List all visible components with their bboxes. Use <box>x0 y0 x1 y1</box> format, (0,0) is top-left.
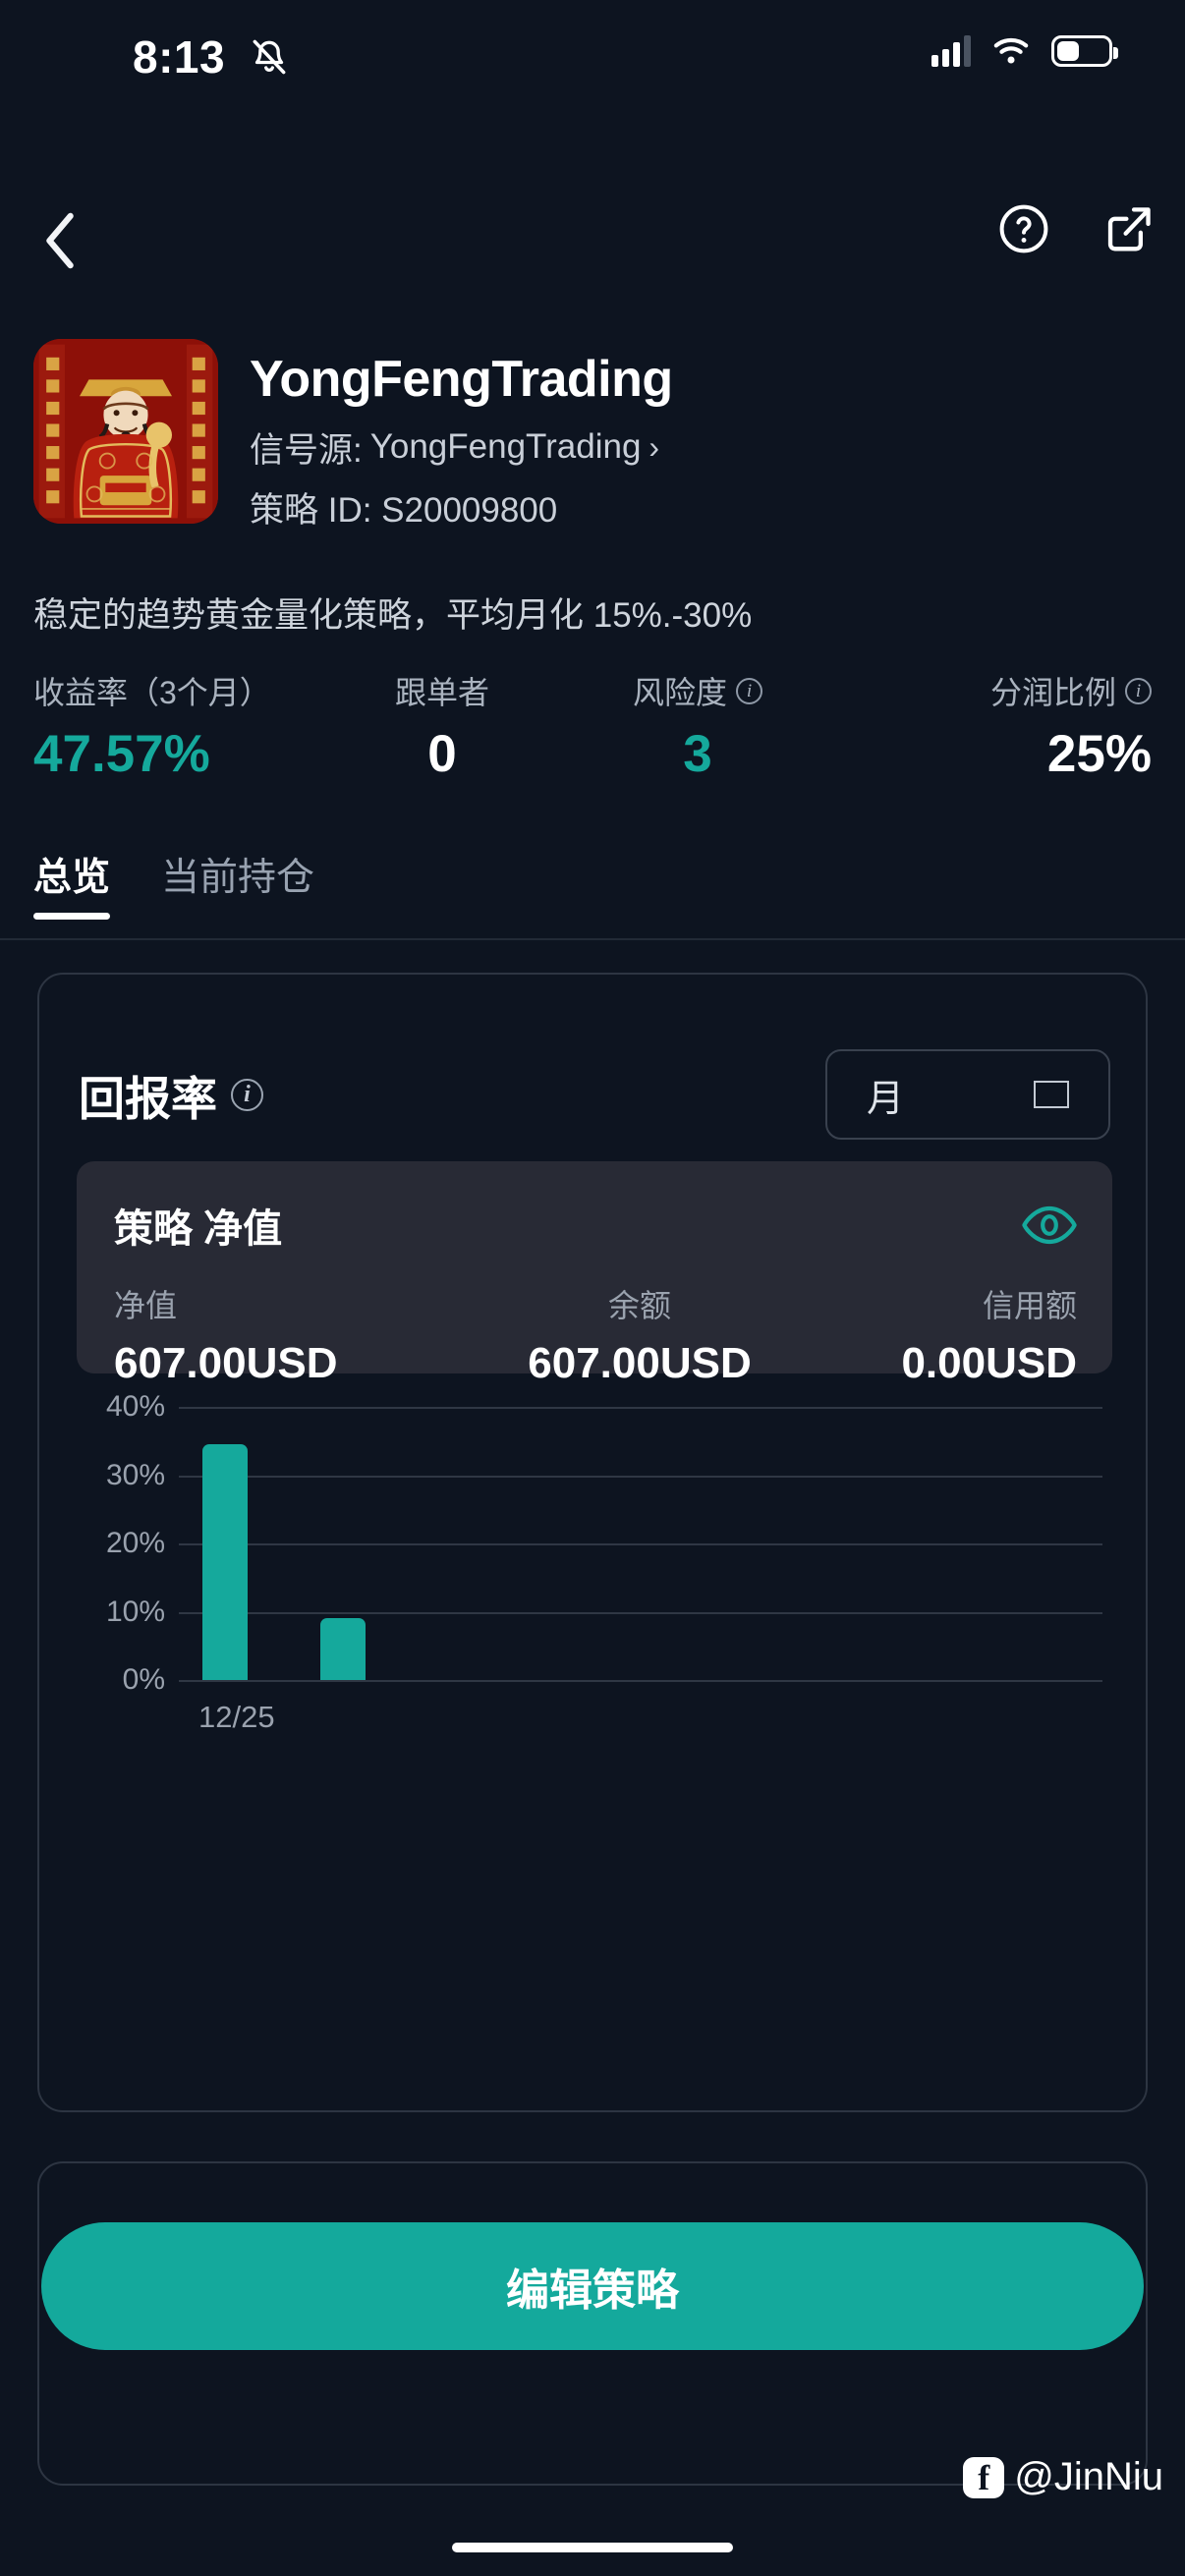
chart-y-tick-label: 0% <box>122 1663 165 1696</box>
chart-y-axis: 40% 30% 20% 10% 0% <box>77 1390 165 1696</box>
chevron-right-icon: › <box>649 428 660 465</box>
status-bar-indicators <box>931 35 1118 67</box>
chevron-left-icon <box>46 212 74 269</box>
stat-risk-level: 风险度 i 3 <box>560 668 835 806</box>
status-bar-time: 8:13 <box>133 31 226 83</box>
profile-info: YongFengTrading 信号源: YongFengTrading › 策… <box>250 339 673 532</box>
chart-bar[interactable] <box>202 1444 248 1680</box>
tab-bar: 总览 当前持仓 <box>33 847 314 920</box>
chart-bar[interactable] <box>320 1618 366 1680</box>
chart-y-tick-label: 30% <box>105 1458 165 1491</box>
stat-followers: 跟单者 0 <box>324 668 560 806</box>
chart-gridline <box>179 1475 1102 1478</box>
watermark: f @JinNiu <box>963 2455 1163 2499</box>
tab-current-positions[interactable]: 当前持仓 <box>161 857 315 899</box>
stat-profit-share: 分润比例 i 25% <box>835 668 1185 806</box>
chart-y-tick-label: 40% <box>105 1390 165 1423</box>
column-value: 607.00USD <box>114 1339 338 1387</box>
help-circle-icon[interactable] <box>996 201 1051 256</box>
chart-gridline <box>179 1543 1102 1545</box>
net-value-header: 策略 净值 <box>114 1197 1077 1254</box>
profile-header: YongFengTrading 信号源: YongFengTrading › 策… <box>33 339 673 532</box>
battery-icon <box>1051 35 1118 67</box>
tab-divider <box>0 938 1185 940</box>
net-value-title: 策略 净值 <box>114 1207 283 1251</box>
stat-value: 25% <box>1046 725 1152 783</box>
tofu-box-icon <box>1034 1081 1069 1108</box>
return-rate-bar-chart: 40% 30% 20% 10% 0% 12/25 <box>77 1390 1112 1734</box>
stat-label-text: 风险度 <box>632 675 727 710</box>
net-value-column-balance: 余额 607.00USD <box>468 1281 812 1388</box>
stat-value: 47.57% <box>33 725 210 783</box>
net-value-columns: 净值 607.00USD 余额 607.00USD 信用额 0.00USD <box>114 1281 1077 1388</box>
net-value-panel: 策略 净值 净值 607.00USD 余额 607.00USD 信用额 0.00… <box>77 1161 1112 1387</box>
net-value-column-equity: 净值 607.00USD <box>114 1281 468 1388</box>
chart-y-tick-label: 10% <box>105 1595 165 1628</box>
info-circle-icon[interactable]: i <box>736 677 762 704</box>
edit-strategy-button[interactable]: 编辑策略 <box>41 2222 1144 2350</box>
stat-value: 0 <box>427 725 457 783</box>
column-label: 余额 <box>607 1288 671 1323</box>
strategy-description: 稳定的趋势黄金量化策略，平均月化 15%.-30% <box>33 596 753 635</box>
home-indicator <box>452 2543 733 2552</box>
tab-overview[interactable]: 总览 <box>33 847 111 920</box>
chart-gridline <box>179 1611 1102 1614</box>
stats-row: 收益率（3个月） 47.57% 跟单者 0 风险度 i 3 分润比例 i 25% <box>0 668 1185 806</box>
column-label: 信用额 <box>982 1288 1077 1323</box>
stat-label: 收益率（3个月） <box>33 675 271 710</box>
return-card-title-text: 回报率 <box>79 1072 217 1125</box>
watermark-handle: @JinNiu <box>1014 2455 1163 2498</box>
facebook-icon: f <box>963 2456 1005 2498</box>
chart-x-tick-label: 12/25 <box>198 1700 275 1734</box>
wifi-icon <box>993 37 1029 64</box>
return-card-title: 回报率 i <box>79 1061 263 1129</box>
status-bar: 8:13 <box>0 0 1185 128</box>
chart-gridline <box>179 1680 1102 1682</box>
return-card-header: 回报率 i 月 <box>79 1049 1110 1140</box>
period-selector-value: 月 <box>867 1078 905 1120</box>
strategy-id: 策略 ID: S20009800 <box>250 490 558 530</box>
bell-muted-icon <box>253 39 286 75</box>
period-selector[interactable]: 月 <box>825 1049 1110 1140</box>
net-value-column-credit: 信用额 0.00USD <box>812 1281 1077 1388</box>
column-value: 0.00USD <box>901 1339 1077 1387</box>
share-external-icon[interactable] <box>1100 201 1156 256</box>
column-value: 607.00USD <box>528 1339 752 1387</box>
back-button[interactable] <box>22 201 100 280</box>
nav-actions <box>996 201 1156 256</box>
nav-bar <box>0 192 1185 300</box>
cellular-signal-icon <box>931 35 971 67</box>
caishen-god-of-wealth-avatar[interactable] <box>33 339 218 524</box>
column-label: 净值 <box>114 1288 178 1323</box>
strategy-name: YongFengTrading <box>250 351 673 408</box>
return-rate-card: 回报率 i 月 策略 净值 净值 607.00USD <box>37 973 1148 2112</box>
chart-plot-area <box>179 1407 1102 1682</box>
signal-source-row[interactable]: 信号源: YongFengTrading › <box>250 422 673 473</box>
stat-label: 跟单者 <box>394 675 489 710</box>
chart-y-tick-label: 20% <box>105 1527 165 1559</box>
stat-return-rate: 收益率（3个月） 47.57% <box>0 668 324 806</box>
stat-label-text: 分润比例 <box>989 675 1116 710</box>
info-circle-icon[interactable]: i <box>1125 677 1152 704</box>
eye-visible-icon[interactable] <box>1022 1205 1077 1245</box>
signal-source-value: YongFengTrading <box>369 427 642 467</box>
stat-value: 3 <box>683 725 712 783</box>
stat-label: 分润比例 i <box>990 668 1152 713</box>
stat-label: 风险度 i <box>633 668 762 713</box>
facebook-glyph: f <box>978 2457 990 2497</box>
signal-source-label: 信号源: <box>250 430 363 470</box>
chart-gridline <box>179 1407 1102 1409</box>
info-circle-icon[interactable]: i <box>231 1078 263 1111</box>
